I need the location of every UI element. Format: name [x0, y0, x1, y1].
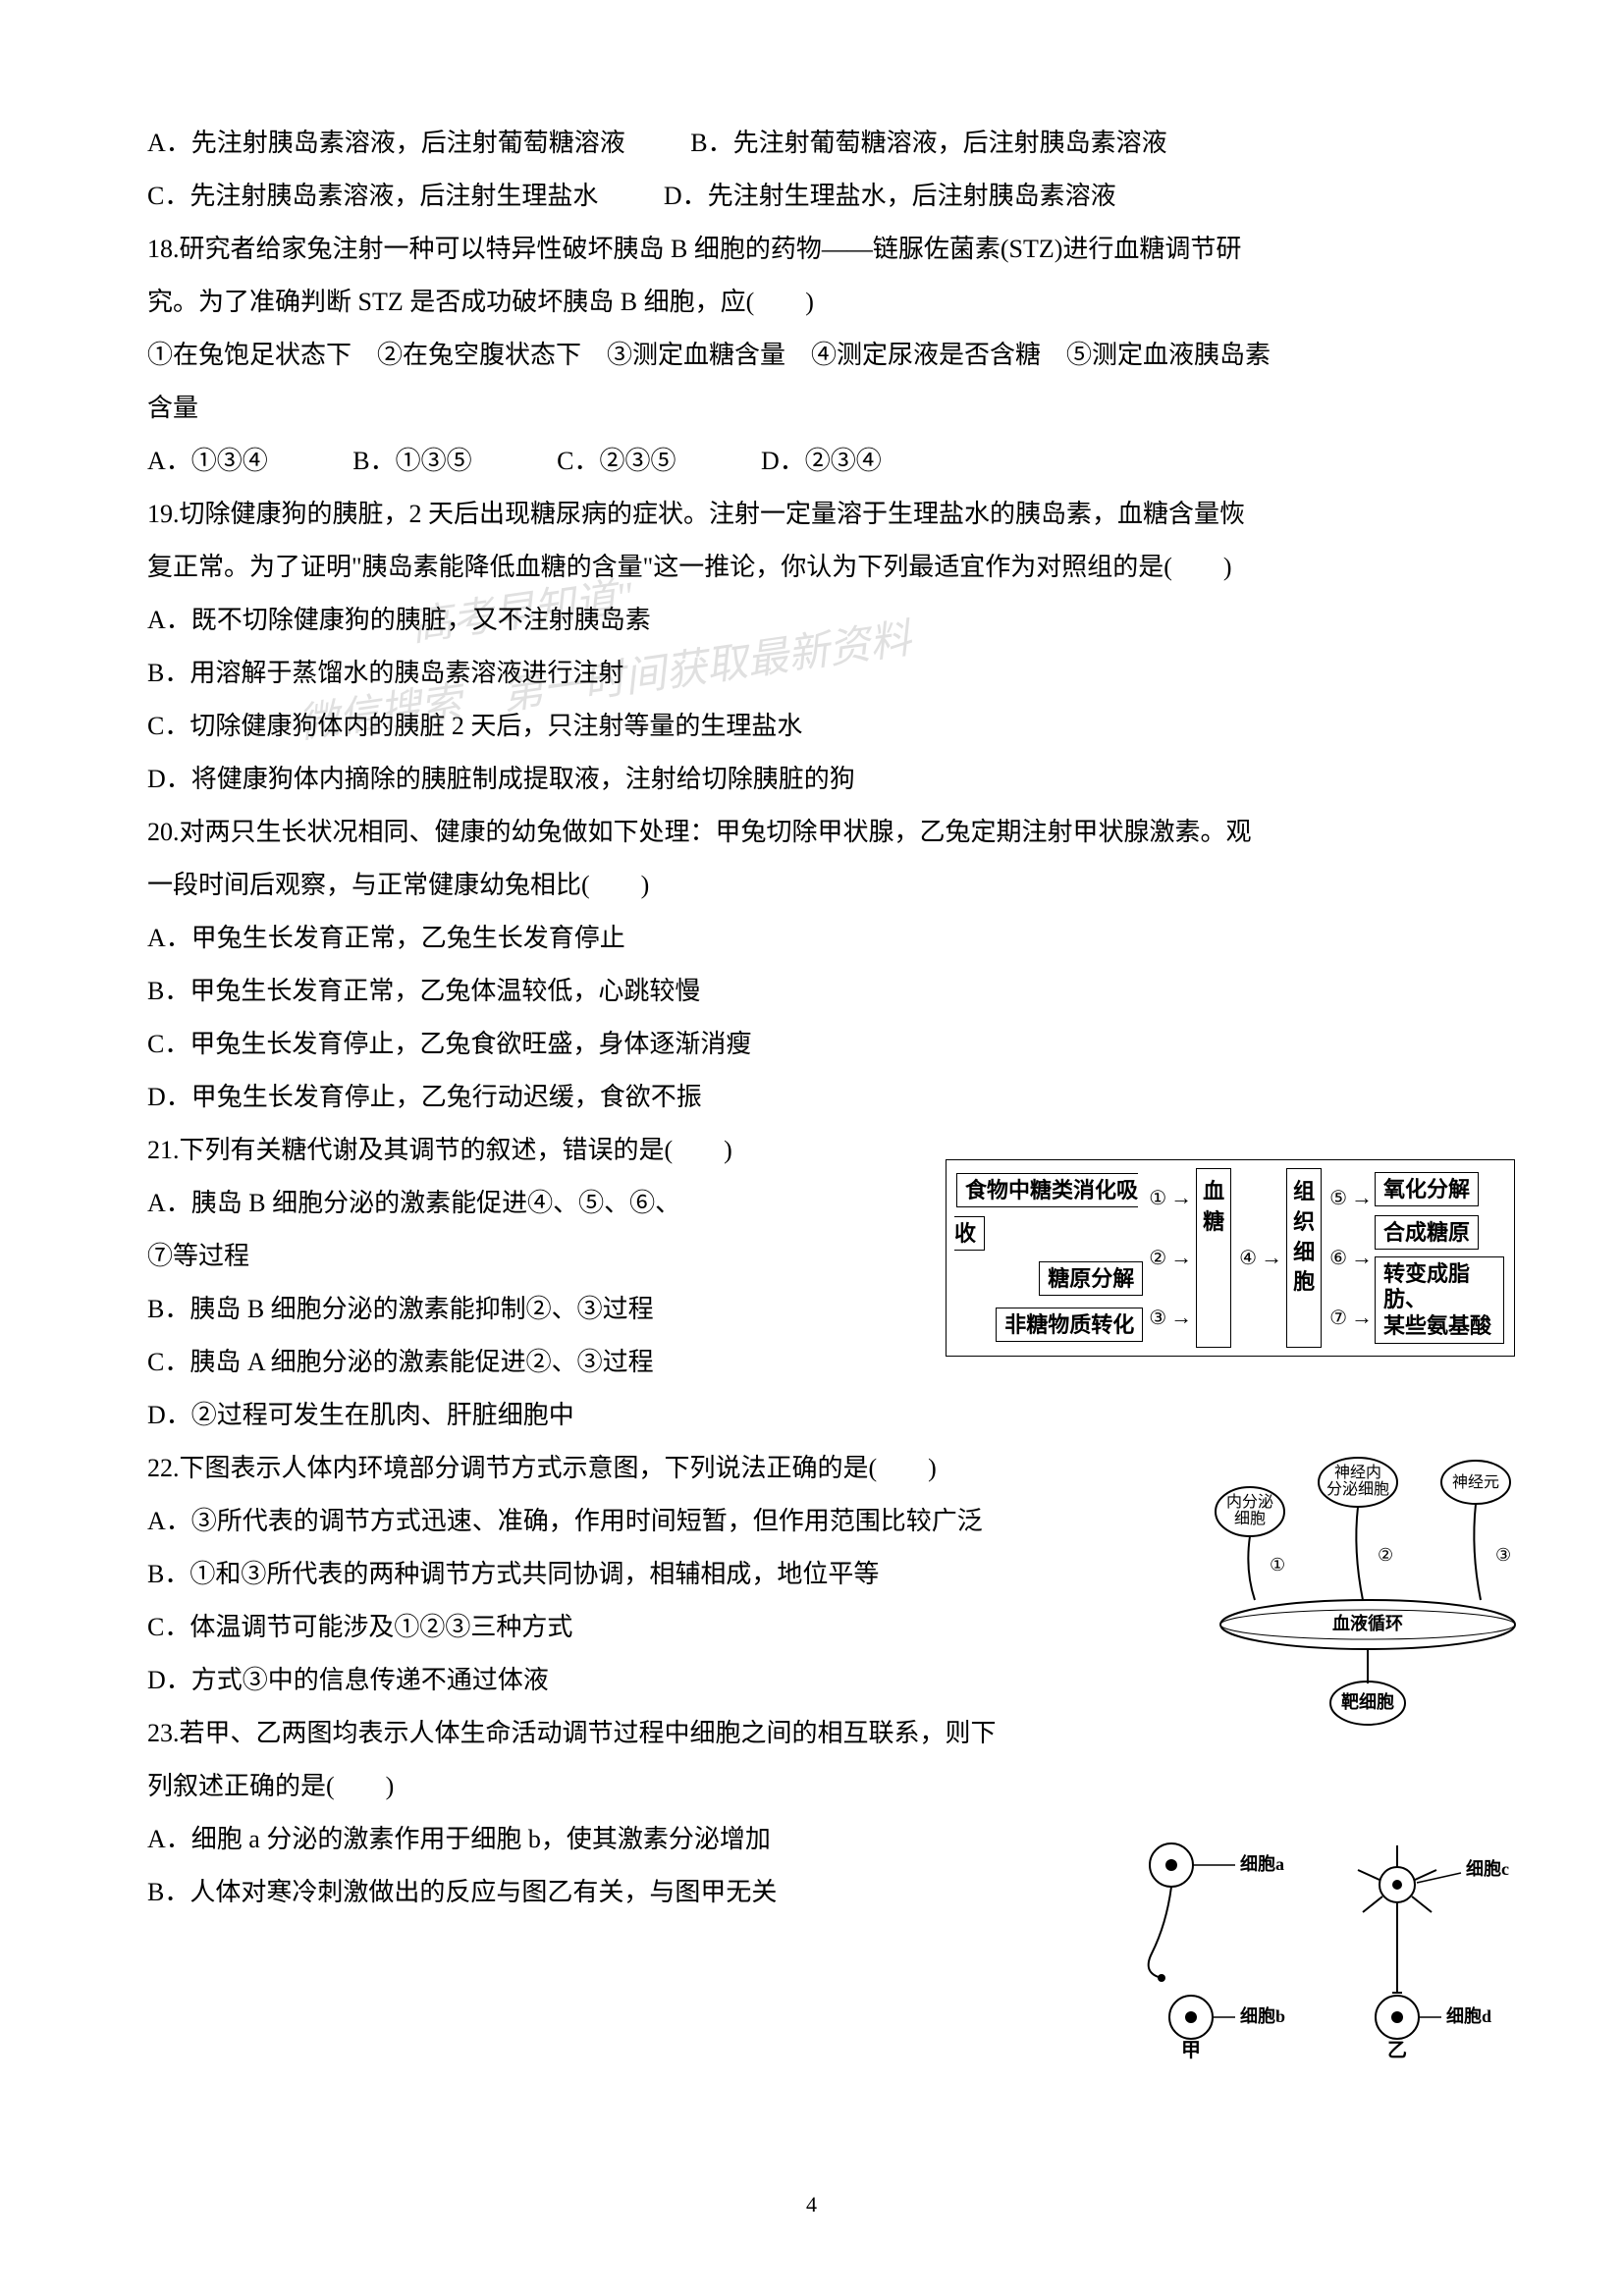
q19-stem-2: 复正常。为了证明"胰岛素能降低血糖的含量"这一推论，你认为下列最适宜作为对照组的… [147, 542, 1476, 593]
q18-items2: 含量 [147, 383, 1476, 434]
q23-stem-1: 23.若甲、乙两图均表示人体生命活动调节过程中细胞之间的相互联系，则下 [147, 1708, 1476, 1759]
d21-n6: ⑥ [1329, 1248, 1347, 1269]
q18-options: A．①③④ B．①③⑤ C．②③⑤ D．②③④ [147, 436, 1476, 487]
q20-stem-1: 20.对两只生长状况相同、健康的幼兔做如下处理：甲兔切除甲状腺，乙兔定期注射甲状… [147, 807, 1476, 858]
q23-diagram: 细胞a 细胞b 甲 细胞c [1112, 1826, 1525, 2061]
svg-text:分泌细胞: 分泌细胞 [1326, 1480, 1389, 1498]
d21-left2: 糖原分解 [1039, 1261, 1143, 1296]
q18-opt-b[interactable]: B．①③⑤ [352, 436, 471, 487]
q20-opt-b[interactable]: B．甲兔生长发育正常，乙兔体温较低，心跳较慢 [147, 966, 1476, 1017]
svg-text:①: ① [1270, 1555, 1285, 1575]
q17-options-ab: A．先注射胰岛素溶液，后注射葡萄糖溶液 B．先注射葡萄糖溶液，后注射胰岛素溶液 [147, 118, 1476, 169]
d21-n3: ③ [1149, 1308, 1166, 1329]
q21-opt-d[interactable]: D．②过程可发生在肌肉、肝脏细胞中 [147, 1390, 1476, 1441]
d21-right2: 合成糖原 [1375, 1215, 1479, 1250]
d21-mid2: 组 织 细 胞 [1286, 1168, 1322, 1348]
d21-n4: ④ [1239, 1248, 1257, 1269]
q22-diagram: 内分泌 细胞 神经内 分泌细胞 神经元 ① ② ③ 血液循环 靶细胞 [1211, 1453, 1525, 1747]
svg-text:神经内: 神经内 [1334, 1464, 1381, 1481]
d21-right1: 氧化分解 [1375, 1172, 1479, 1206]
q19-stem-1: 19.切除健康狗的胰脏，2 天后出现糖尿病的症状。注射一定量溶于生理盐水的胰岛素… [147, 489, 1476, 540]
svg-text:细胞c: 细胞c [1466, 1858, 1509, 1879]
q23-block: 23.若甲、乙两图均表示人体生命活动调节过程中细胞之间的相互联系，则下 列叙述正… [147, 1708, 1476, 1918]
q18-opt-d[interactable]: D．②③④ [761, 436, 882, 487]
d21-right3: 转变成脂肪、某些氨基酸 [1375, 1256, 1504, 1344]
q17-opt-b[interactable]: B．先注射葡萄糖溶液，后注射胰岛素溶液 [690, 118, 1166, 169]
svg-text:神经元: 神经元 [1452, 1473, 1499, 1491]
q17-opt-c[interactable]: C．先注射胰岛素溶液，后注射生理盐水 [147, 171, 598, 222]
q18-opt-a[interactable]: A．①③④ [147, 436, 268, 487]
q18-stem-1: 18.研究者给家兔注射一种可以特异性破坏胰岛 B 细胞的药物——链脲佐菌素(ST… [147, 224, 1476, 275]
q20-opt-a[interactable]: A．甲兔生长发育正常，乙兔生长发育停止 [147, 913, 1476, 964]
svg-text:细胞a: 细胞a [1240, 1853, 1284, 1874]
q22-block: 22.下图表示人体内环境部分调节方式示意图，下列说法正确的是( ) A．③所代表… [147, 1443, 1476, 1706]
q17-options-cd: C．先注射胰岛素溶液，后注射生理盐水 D．先注射生理盐水，后注射胰岛素溶液 [147, 171, 1476, 222]
q20-stem-2: 一段时间后观察，与正常健康幼兔相比( ) [147, 860, 1476, 911]
d21-left1: 食物中糖类消化吸收 [954, 1173, 1138, 1251]
q17-opt-d[interactable]: D．先注射生理盐水，后注射胰岛素溶液 [664, 171, 1116, 222]
d22-label1b: 细胞 [1234, 1510, 1266, 1527]
d22-label1: 内分泌 [1226, 1493, 1273, 1511]
d21-left3: 非糖物质转化 [996, 1308, 1143, 1342]
q18-items: ①在兔饱足状态下 ②在兔空腹状态下 ③测定血糖含量 ④测定尿液是否含糖 ⑤测定血… [147, 330, 1476, 381]
svg-text:血液循环: 血液循环 [1332, 1613, 1403, 1633]
q21-diagram: 食物中糖类消化吸收 糖原分解 非糖物质转化 ①→ ②→ ③→ 血 糖 ④→ [946, 1159, 1515, 1357]
q19-opt-a[interactable]: A．既不切除健康狗的胰脏，又不注射胰岛素 [147, 595, 1476, 646]
q18-stem-2: 究。为了准确判断 STZ 是否成功破坏胰岛 B 细胞，应( ) [147, 277, 1476, 328]
d21-n2: ② [1149, 1248, 1166, 1269]
q23-stem-2: 列叙述正确的是( ) [147, 1761, 1476, 1812]
page-number: 4 [806, 2192, 817, 2217]
q19-opt-d[interactable]: D．将健康狗体内摘除的胰脏制成提取液，注射给切除胰脏的狗 [147, 754, 1476, 805]
q18-opt-c[interactable]: C．②③⑤ [557, 436, 676, 487]
svg-text:③: ③ [1495, 1545, 1511, 1565]
d21-n1: ① [1149, 1188, 1166, 1209]
q20-opt-c[interactable]: C．甲兔生长发育停止，乙兔食欲旺盛，身体逐渐消瘦 [147, 1019, 1476, 1070]
d21-n7: ⑦ [1329, 1308, 1347, 1329]
svg-text:②: ② [1378, 1545, 1393, 1565]
svg-text:细胞b: 细胞b [1240, 2005, 1285, 2026]
q20-opt-d[interactable]: D．甲兔生长发育停止，乙兔行动迟缓，食欲不振 [147, 1072, 1476, 1123]
svg-text:细胞d: 细胞d [1446, 2005, 1491, 2026]
q19-opt-c[interactable]: C．切除健康狗体内的胰脏 2 天后，只注射等量的生理盐水 [147, 701, 1476, 752]
svg-text:乙: 乙 [1387, 2040, 1407, 2061]
q21-block: 21.下列有关糖代谢及其调节的叙述，错误的是( ) A．胰岛 B 细胞分泌的激素… [147, 1125, 1476, 1441]
d21-mid1: 血 糖 [1196, 1168, 1231, 1348]
svg-text:甲: 甲 [1181, 2040, 1201, 2061]
q19-opt-b[interactable]: B．用溶解于蒸馏水的胰岛素溶液进行注射 [147, 648, 1476, 699]
q17-opt-a[interactable]: A．先注射胰岛素溶液，后注射葡萄糖溶液 [147, 118, 625, 169]
d21-n5: ⑤ [1329, 1188, 1347, 1209]
